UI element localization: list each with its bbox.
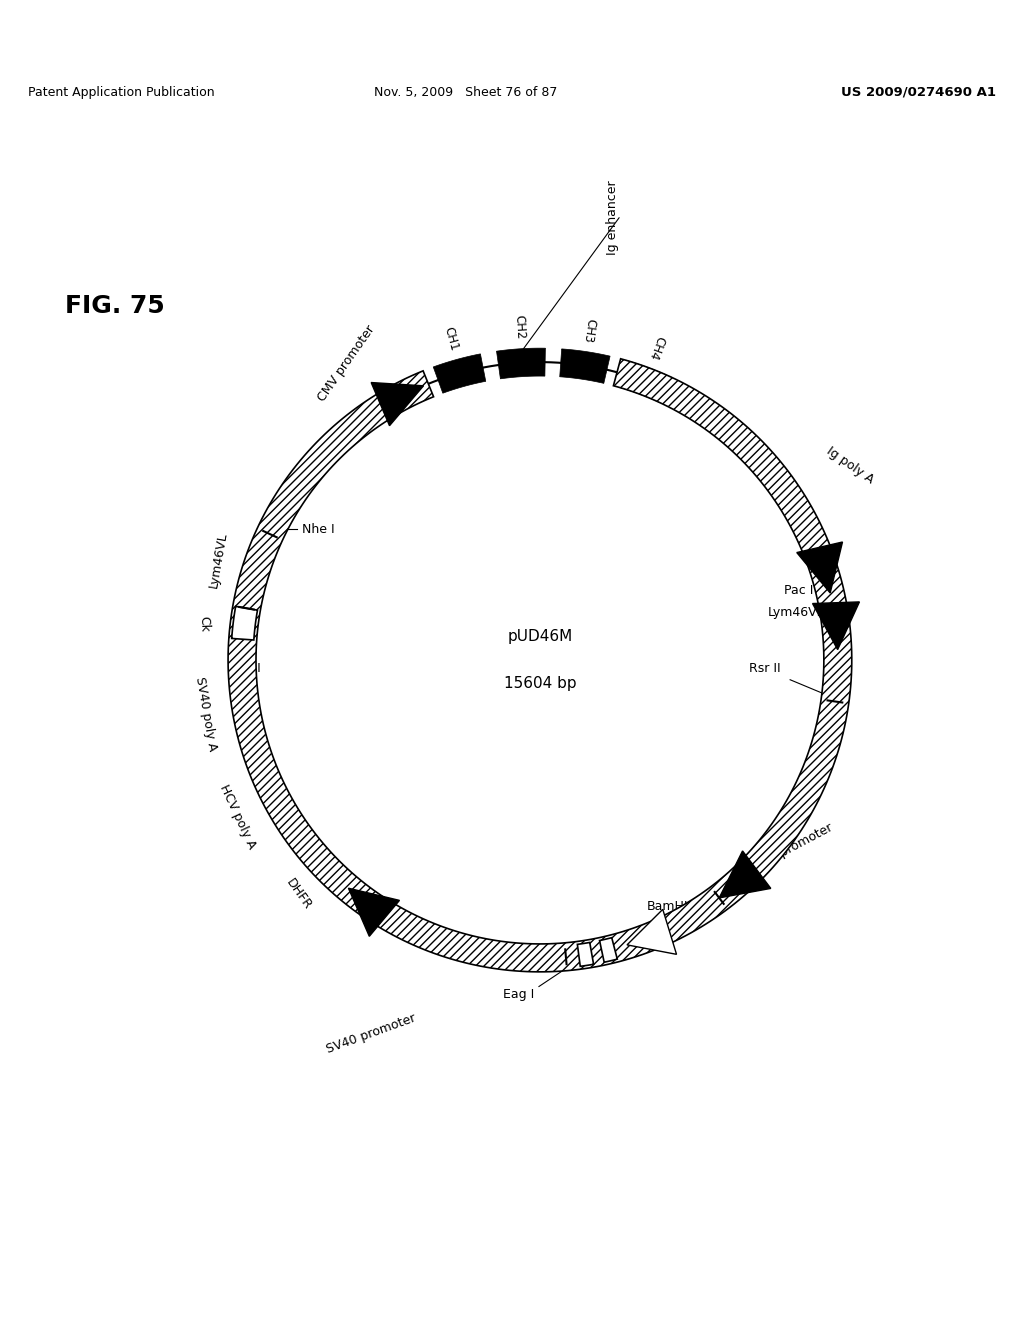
- Text: Eag I: Eag I: [503, 989, 535, 1002]
- Polygon shape: [618, 360, 672, 403]
- Text: FIG. 75: FIG. 75: [66, 294, 165, 318]
- Text: CMV promoter: CMV promoter: [315, 323, 377, 404]
- Text: CH2: CH2: [512, 314, 526, 341]
- Polygon shape: [642, 888, 727, 949]
- Polygon shape: [231, 606, 257, 640]
- Polygon shape: [433, 354, 485, 393]
- Polygon shape: [348, 888, 399, 936]
- Polygon shape: [230, 639, 348, 890]
- Polygon shape: [497, 348, 546, 379]
- Polygon shape: [797, 543, 843, 593]
- Polygon shape: [578, 942, 594, 966]
- Text: SV40 promoter: SV40 promoter: [325, 1011, 417, 1056]
- Text: 15604 bp: 15604 bp: [504, 676, 577, 690]
- Text: CH3: CH3: [581, 317, 597, 343]
- Text: Ig poly A: Ig poly A: [824, 445, 877, 487]
- Text: BamHI: BamHI: [647, 900, 689, 913]
- Text: pUD46M: pUD46M: [507, 630, 572, 644]
- Polygon shape: [674, 385, 838, 579]
- Text: Rsr II: Rsr II: [750, 663, 781, 675]
- Text: Lym46VL: Lym46VL: [207, 531, 229, 589]
- Text: DHFR: DHFR: [283, 875, 313, 912]
- Text: HCV poly A: HCV poly A: [217, 783, 258, 850]
- Polygon shape: [813, 602, 859, 649]
- Polygon shape: [600, 937, 617, 962]
- Polygon shape: [228, 359, 852, 972]
- Text: CH1: CH1: [441, 325, 461, 352]
- Text: Lym46VH: Lym46VH: [768, 606, 827, 619]
- Text: Patent Application Publication: Patent Application Publication: [28, 86, 215, 99]
- Polygon shape: [627, 909, 677, 954]
- Text: Xho I: Xho I: [229, 663, 261, 676]
- Polygon shape: [352, 887, 551, 972]
- Text: US 2009/0274690 A1: US 2009/0274690 A1: [841, 86, 996, 99]
- Polygon shape: [724, 700, 848, 898]
- Text: Nov. 5, 2009   Sheet 76 of 87: Nov. 5, 2009 Sheet 76 of 87: [374, 86, 557, 99]
- Polygon shape: [773, 482, 850, 639]
- Text: CH4: CH4: [646, 334, 667, 362]
- Text: Ig promoter: Ig promoter: [764, 821, 835, 867]
- Text: Nhe I: Nhe I: [302, 523, 335, 536]
- Text: SV40 poly A: SV40 poly A: [194, 676, 219, 751]
- Text: Pac I: Pac I: [784, 583, 813, 597]
- Polygon shape: [560, 348, 610, 383]
- Text: Ig enhancer: Ig enhancer: [606, 181, 620, 255]
- Text: Ck: Ck: [197, 615, 210, 632]
- Polygon shape: [719, 851, 771, 898]
- Polygon shape: [265, 380, 416, 527]
- Polygon shape: [371, 383, 424, 426]
